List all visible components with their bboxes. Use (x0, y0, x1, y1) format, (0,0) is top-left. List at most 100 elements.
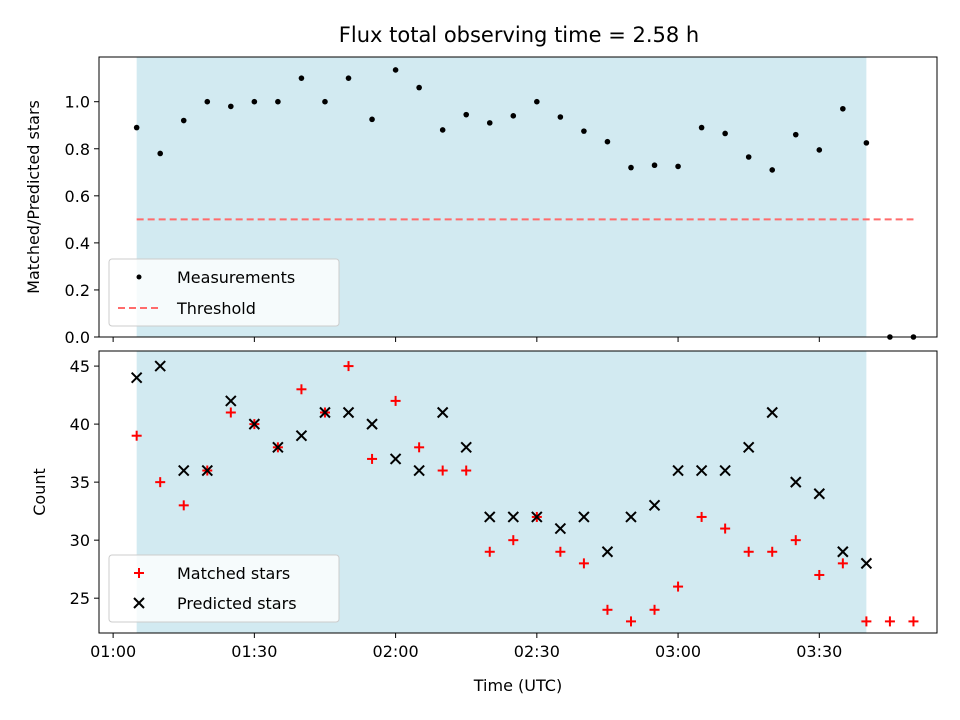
bot-ytick-label: 25 (70, 589, 90, 608)
predicted-point (389, 453, 402, 465)
xtick-label: 02:30 (514, 642, 560, 661)
top-ytick-label: 0.0 (65, 328, 90, 347)
xtick-label: 01:30 (231, 642, 277, 661)
matched-point (696, 511, 707, 522)
top-legend: Measurements Threshold (108, 258, 340, 327)
xtick-label: 01:00 (90, 642, 136, 661)
measurement-point (133, 124, 140, 131)
predicted-point (742, 441, 755, 454)
measurement-point (745, 154, 752, 160)
top-ytick-label: 0.6 (65, 187, 90, 206)
measurement-point (698, 124, 705, 131)
matched-point (908, 616, 919, 627)
matched-point (367, 453, 378, 464)
bot-ytick-label: 40 (70, 415, 90, 434)
matched-point (555, 546, 566, 557)
matched-point (673, 581, 684, 592)
predicted-point (625, 511, 637, 523)
measurement-point (581, 128, 587, 134)
bottom-x-ticks: 01:00 01:30 02:00 02:30 03:00 03:30 (90, 633, 842, 661)
top-ytick-label: 0.4 (65, 234, 90, 253)
matched-point (296, 384, 307, 395)
xtick-label: 03:30 (796, 642, 842, 661)
matched-point (508, 535, 519, 546)
measurement-point (769, 167, 776, 173)
top-measurement-points (133, 67, 917, 340)
matched-point (649, 604, 660, 615)
x-axis-label: Time (UTC) (473, 676, 562, 695)
bottom-y-ticks: 25 30 35 40 45 (70, 357, 99, 608)
predicted-legend-marker (133, 597, 145, 609)
measurement-point (534, 98, 540, 105)
measurement-point (439, 127, 446, 133)
matched-point (131, 430, 142, 441)
xtick-label: 03:00 (655, 642, 701, 661)
matched-point (414, 442, 425, 453)
predicted-point (578, 511, 590, 523)
measurement-point (251, 98, 258, 105)
measurement-point (298, 75, 305, 81)
matched-point (461, 465, 472, 476)
predicted-point (272, 441, 284, 454)
matched-point (343, 361, 354, 372)
matched-point (790, 535, 801, 546)
predicted-point (672, 464, 684, 477)
bottom-legend: Matched stars Predicted stars (108, 554, 340, 623)
matched-point (437, 465, 448, 476)
predicted-legend-label: Predicted stars (177, 594, 297, 613)
predicted-point (436, 406, 449, 419)
matched-point (578, 558, 589, 569)
top-ytick-label: 0.2 (65, 281, 90, 300)
bot-ytick-label: 45 (70, 357, 90, 376)
matched-legend-label: Matched stars (177, 564, 290, 583)
predicted-point (248, 418, 261, 430)
predicted-point (484, 511, 496, 523)
predicted-point (295, 430, 308, 442)
predicted-point (178, 464, 190, 477)
measurement-point (322, 98, 328, 105)
top-axes-frame (98, 56, 938, 338)
matched-point (861, 616, 872, 627)
predicted-point (554, 522, 567, 535)
measurement-point (604, 138, 611, 145)
measurement-point (416, 84, 422, 91)
measurements-legend-label: Measurements (177, 268, 295, 287)
predicted-point (507, 511, 519, 523)
matched-point (225, 407, 236, 418)
predicted-point (766, 406, 778, 419)
predicted-point (531, 511, 543, 523)
measurement-point (228, 103, 234, 110)
top-legend-box (108, 258, 340, 327)
matched-point (484, 546, 495, 557)
predicted-point (860, 557, 873, 570)
matched-point (767, 546, 778, 557)
predicted-point (319, 406, 331, 419)
measurement-point (722, 130, 728, 137)
bottom-count-points (130, 360, 919, 627)
measurement-point (486, 120, 493, 126)
measurements-legend-marker (136, 274, 142, 280)
measurement-point (510, 113, 517, 119)
predicted-point (225, 395, 237, 407)
top-x-ticks (112, 337, 820, 342)
matched-legend-marker (134, 568, 144, 578)
top-ytick-label: 0.8 (65, 140, 90, 159)
top-y-ticks: 0.0 0.2 0.4 0.6 0.8 1.0 (65, 93, 99, 347)
measurement-point (863, 140, 870, 146)
matched-point (155, 477, 166, 488)
bottom-panel: 25 30 35 40 45 01:00 01:30 02:00 02:30 03:00 03:3… (30, 350, 938, 695)
predicted-point (130, 371, 143, 384)
predicted-legend-cross (133, 597, 145, 609)
predicted-point (719, 464, 731, 477)
predicted-point (695, 464, 708, 477)
measurement-point (463, 111, 470, 118)
measurement-point (180, 117, 187, 124)
measurement-point (675, 163, 681, 170)
predicted-point (837, 546, 849, 558)
measurement-point (792, 131, 799, 138)
measurement-point (157, 150, 164, 157)
predicted-point (201, 464, 213, 477)
matched-point (178, 500, 189, 511)
matched-legend-plus (134, 568, 144, 578)
